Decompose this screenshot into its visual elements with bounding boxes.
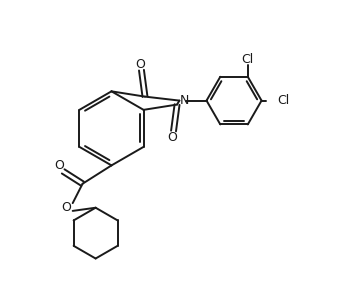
Text: O: O (135, 58, 145, 71)
Text: Cl: Cl (241, 53, 253, 66)
Text: O: O (61, 201, 71, 214)
Text: N: N (180, 94, 189, 107)
Text: O: O (54, 159, 64, 171)
Text: Cl: Cl (277, 94, 290, 107)
Text: O: O (167, 131, 177, 144)
